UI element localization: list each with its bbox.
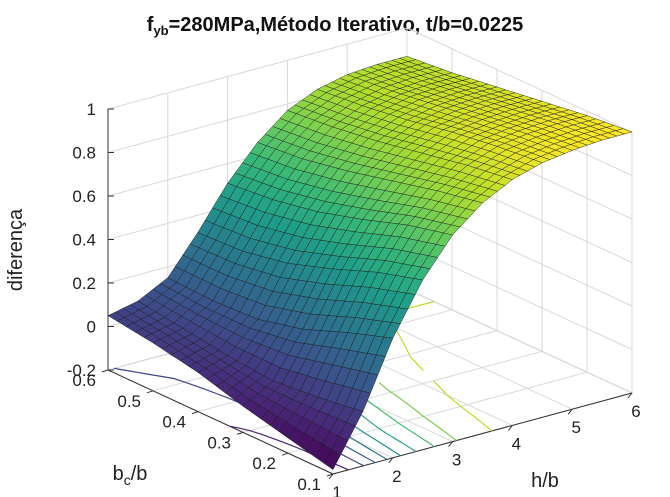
title-subscript: yb [153, 23, 169, 38]
y-tick-mark [146, 390, 154, 394]
x-tick-mark [388, 457, 394, 464]
x-tick-mark [448, 441, 453, 447]
y-label-base: b [113, 463, 124, 485]
x-tick-mark [567, 408, 573, 415]
x-tick-mark [508, 425, 513, 431]
y-tick-label: 0.6 [72, 371, 96, 390]
y-axis-line [107, 369, 334, 475]
x-axis-line [332, 392, 633, 475]
z-tick-label: 0 [87, 318, 96, 337]
z-tick-label: 0.8 [72, 144, 96, 163]
z-tick-label: 1 [87, 100, 96, 119]
x-tick-mark [328, 473, 334, 480]
z-tick-label: 0.2 [72, 274, 96, 293]
surface-patch [323, 449, 341, 470]
y-axis-label: bc/b [113, 463, 148, 488]
side-gridline-z [406, 288, 633, 394]
z-axis-label: diferença [5, 208, 27, 291]
y-tick-label: 0.1 [297, 475, 321, 494]
surface-mesh [107, 56, 633, 470]
x-tick-label: 6 [631, 402, 640, 421]
x-tick-label: 5 [571, 418, 580, 437]
x-tick-mark [627, 392, 633, 399]
y-tick-mark [326, 473, 334, 477]
z-tick-label: 0.6 [72, 187, 96, 206]
side-gridline-z [406, 27, 633, 133]
y-tick-label: 0.2 [252, 454, 276, 473]
title-rest: =280MPa,Método Iterativo, t/b=0.0225 [168, 14, 524, 36]
y-tick-label: 0.3 [207, 433, 231, 452]
y-label-subscript: c [124, 472, 131, 488]
x-axis-label: h/b [531, 470, 559, 492]
back-gridline-z [107, 27, 408, 110]
z-tick-label: 0.4 [72, 231, 96, 250]
y-tick-label: 0.4 [162, 413, 186, 432]
y-tick-mark [236, 431, 244, 435]
y-label-suffix: /b [131, 463, 148, 485]
z-tick-label: -0.2 [67, 361, 96, 380]
x-tick-label: 1 [332, 483, 341, 497]
x-tick-label: 3 [452, 451, 461, 470]
tick-labels: 1234560.10.20.30.40.50.6-0.200.20.40.60.… [67, 100, 641, 497]
y-tick-label: 0.5 [117, 392, 141, 411]
y-tick-mark [281, 452, 289, 456]
y-tick-mark [101, 369, 109, 373]
x-tick-label: 2 [392, 467, 401, 486]
side-gridline-z [406, 245, 633, 350]
chart-title: fyb=280MPa,Método Iterativo, t/b=0.0225 [0, 14, 670, 38]
title-symbol: f [146, 14, 154, 36]
y-tick-mark [191, 411, 199, 415]
x-tick-label: 4 [512, 434, 521, 453]
